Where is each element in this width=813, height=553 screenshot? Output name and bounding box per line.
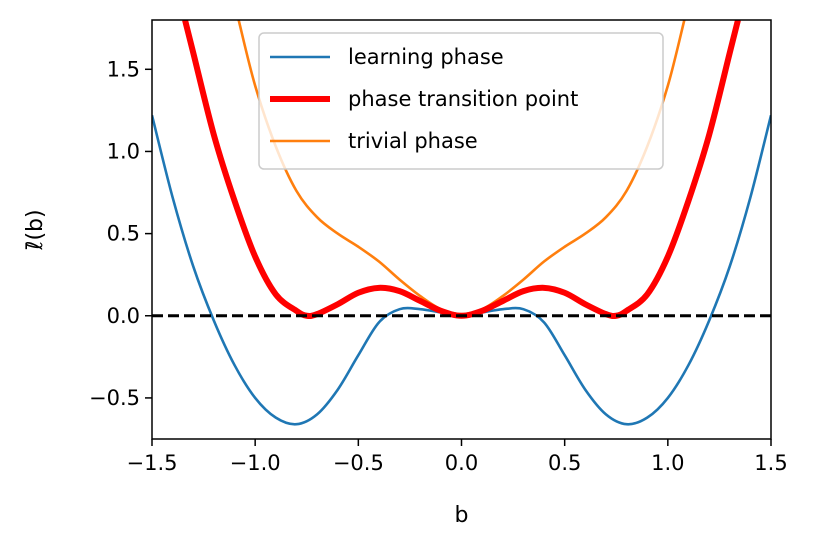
x-axis-ticks: −1.5 −1.0 −0.5 0.0 0.5 1.0 1.5 — [127, 439, 788, 475]
x-tick-label: −1.0 — [230, 451, 281, 475]
y-tick-label: 1.0 — [107, 139, 140, 163]
x-tick-label: 0.5 — [548, 451, 581, 475]
x-tick-label: 1.5 — [754, 451, 787, 475]
x-tick-label: −0.5 — [333, 451, 384, 475]
legend-label-trivial-phase: trivial phase — [348, 129, 478, 153]
x-tick-label: −1.5 — [127, 451, 178, 475]
series-layer — [152, 20, 771, 426]
y-tick-label: 0.0 — [107, 304, 140, 328]
legend-label-learning-phase: learning phase — [348, 45, 504, 69]
legend-label-phase-transition-point: phase transition point — [348, 87, 578, 111]
y-tick-label: −0.5 — [89, 386, 140, 410]
y-tick-label: 1.5 — [107, 57, 140, 81]
y-tick-label: 0.5 — [107, 222, 140, 246]
x-tick-label: 1.0 — [651, 451, 684, 475]
legend-box — [258, 32, 664, 170]
y-axis-label: ℓ̄(b) — [23, 209, 48, 250]
x-axis-label: b — [455, 503, 469, 528]
y-axis-ticks: −0.5 0.0 0.5 1.0 1.5 — [89, 57, 152, 410]
x-tick-label: 0.0 — [445, 451, 478, 475]
legend: learning phase phase transition point triv… — [258, 32, 664, 170]
